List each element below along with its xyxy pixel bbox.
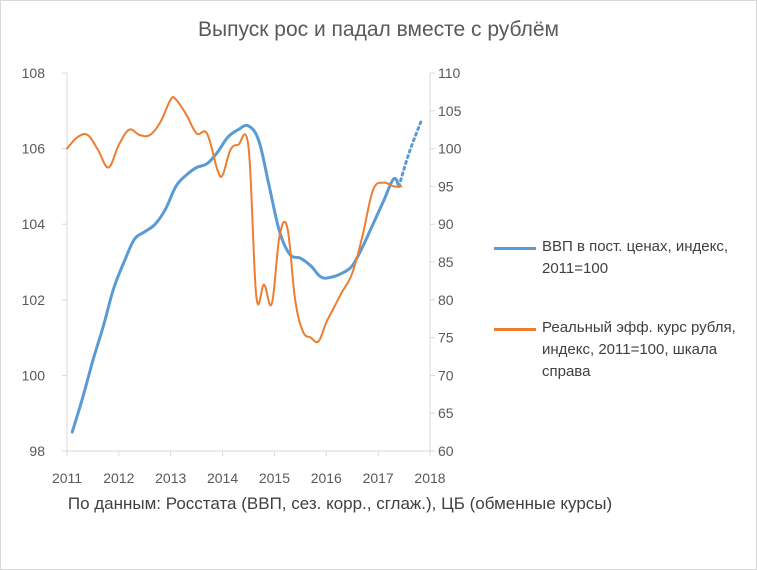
- right-y-tick-label: 85: [438, 254, 454, 270]
- left-y-tick-label: 102: [22, 292, 46, 308]
- left-y-tick-label: 108: [22, 65, 46, 81]
- x-tick-label: 2013: [155, 470, 186, 486]
- x-tick-label: 2018: [414, 470, 445, 486]
- left-y-tick-label: 100: [22, 367, 46, 383]
- x-tick-label: 2017: [363, 470, 394, 486]
- tick-labels: 98 100 102 104 106 108 60 65 70 75 80 85 90 95 100 105 1…: [22, 65, 462, 486]
- left-y-tick-label: 106: [22, 141, 46, 157]
- x-tick-label: 2014: [207, 470, 238, 486]
- legend-swatch-gdp: [494, 247, 536, 250]
- x-tick-label: 2011: [52, 470, 82, 486]
- series-layer: [66, 95, 424, 434]
- right-y-tick-label: 105: [438, 103, 462, 119]
- axes: [62, 72, 435, 456]
- x-tick-label: 2016: [311, 470, 342, 486]
- right-y-tick-label: 65: [438, 405, 454, 421]
- legend-label-rub: Реальный эфф. курс рубля, индекс, 2011=1…: [542, 319, 736, 380]
- right-y-tick-label: 70: [438, 367, 454, 383]
- right-y-tick-label: 80: [438, 292, 454, 308]
- right-y-tick-label: 75: [438, 330, 454, 346]
- right-y-tick-label: 95: [438, 178, 454, 194]
- source-note: По данным: Росстата (ВВП, сез. корр., сг…: [67, 494, 613, 513]
- right-y-tick-label: 110: [438, 65, 461, 81]
- legend-swatch-rub: [494, 328, 536, 331]
- x-tick-label: 2015: [259, 470, 290, 486]
- x-tick-label: 2012: [103, 470, 134, 486]
- right-y-tick-label: 90: [438, 216, 454, 232]
- legend-label-gdp: ВВП в пост. ценах, индекс, 2011=100: [542, 238, 728, 277]
- series-line-gdp: [70, 123, 401, 434]
- series-forecast-gdp: [397, 116, 424, 188]
- series-line-rub: [66, 95, 403, 344]
- chart-title: Выпуск рос и падал вместе с рублём: [198, 18, 559, 41]
- right-y-tick-label: 100: [438, 141, 462, 157]
- right-y-tick-label: 60: [438, 443, 454, 459]
- left-y-tick-label: 104: [22, 216, 46, 232]
- left-y-tick-label: 98: [29, 443, 45, 459]
